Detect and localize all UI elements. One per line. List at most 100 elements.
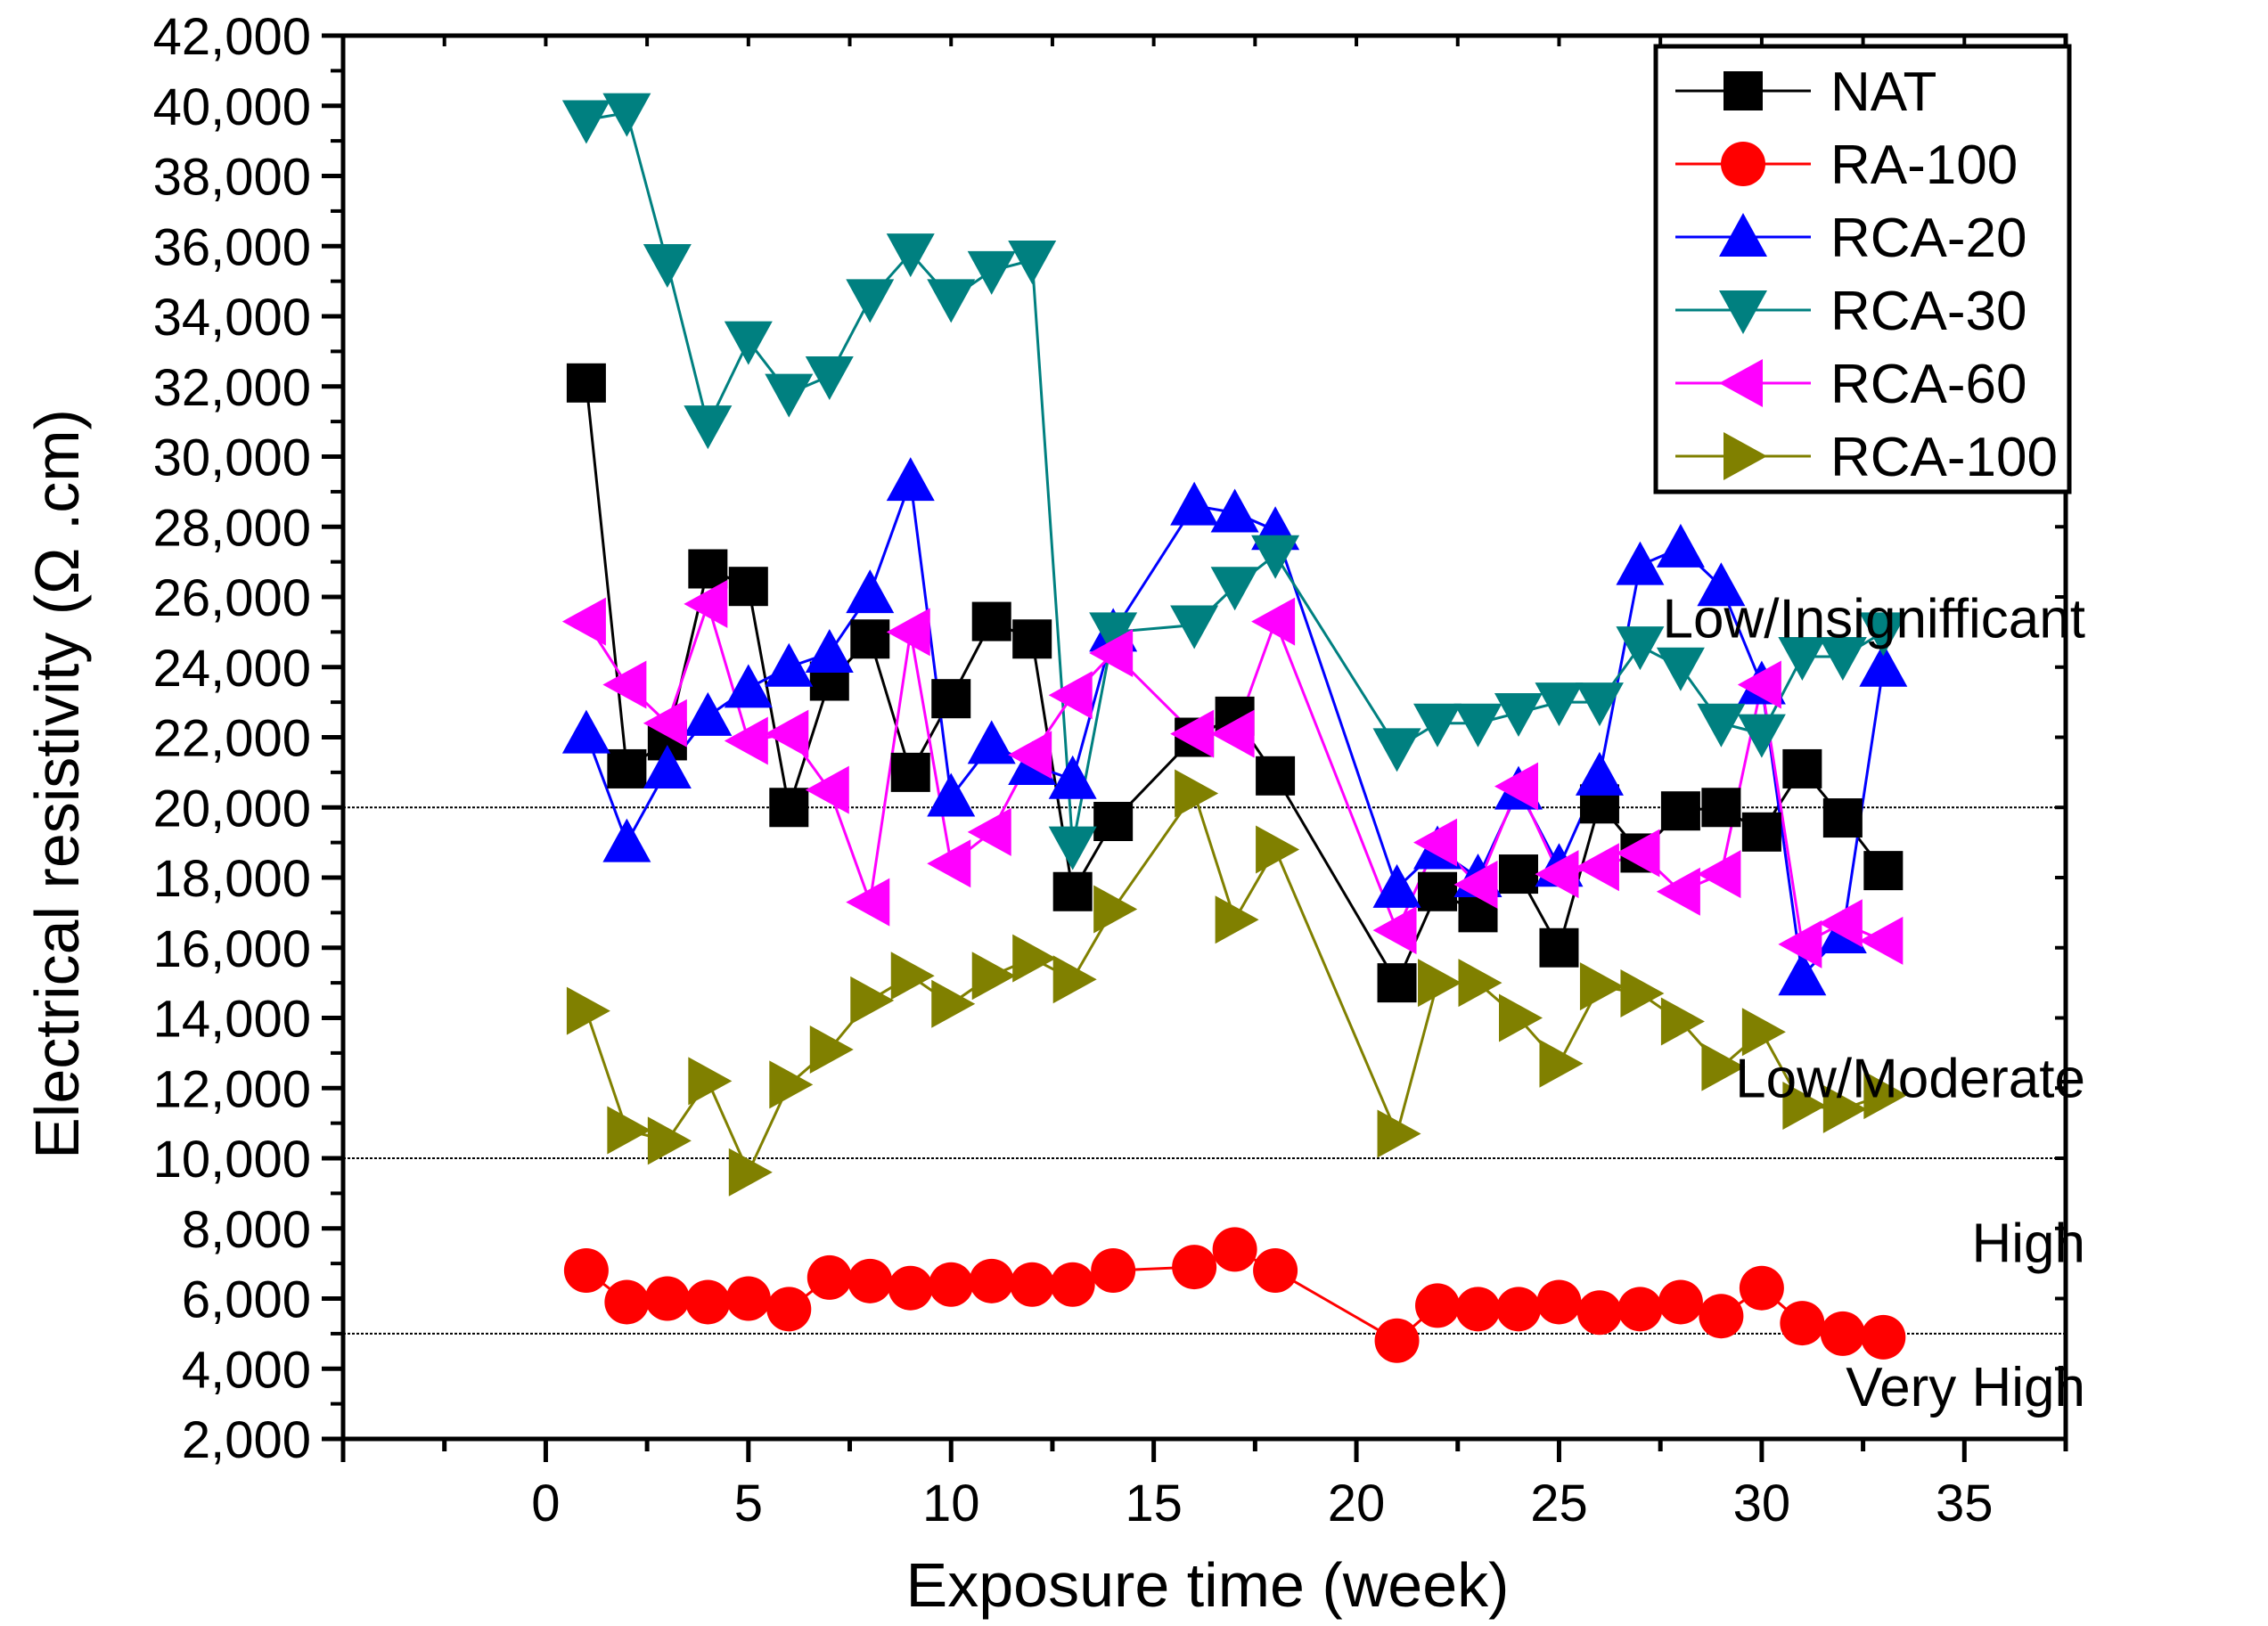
data-point	[566, 363, 606, 403]
y-tick-label: 30,000	[153, 429, 311, 487]
data-point	[1863, 1071, 1908, 1120]
data-point	[1575, 682, 1624, 727]
data-point	[886, 608, 930, 657]
data-point	[1010, 1262, 1055, 1307]
data-point	[1458, 959, 1502, 1008]
series-markers	[561, 93, 1908, 1363]
x-tick-label: 10	[922, 1475, 980, 1532]
data-point	[1012, 934, 1057, 983]
y-tick-label: 26,000	[153, 569, 311, 627]
data-point	[1778, 952, 1827, 996]
data-point	[1620, 968, 1665, 1017]
data-point	[1172, 1245, 1217, 1290]
data-point	[1251, 535, 1300, 579]
data-point	[1616, 829, 1660, 878]
y-tick-label: 4,000	[182, 1341, 311, 1399]
data-point	[1052, 871, 1093, 911]
data-point	[971, 952, 1016, 1001]
data-point	[688, 549, 728, 589]
data-point	[888, 1265, 933, 1311]
data-point	[967, 807, 1011, 856]
data-point	[1697, 850, 1741, 899]
data-point	[607, 1106, 651, 1155]
data-point	[847, 1258, 893, 1303]
legend-label: RCA-20	[1830, 208, 2027, 269]
data-point	[1536, 1279, 1582, 1325]
data-point	[647, 1116, 692, 1165]
data-point	[765, 709, 809, 758]
data-point	[886, 457, 935, 502]
data-point	[602, 818, 651, 862]
y-tick-label: 2,000	[182, 1411, 311, 1469]
data-point	[1048, 826, 1097, 870]
data-point	[1658, 1279, 1703, 1325]
data-point	[728, 567, 768, 607]
y-axis-ticks: 2,000 4,000 6,000 8,000 10,000 12,000 14,000 16…	[153, 8, 2066, 1469]
data-point	[1822, 1084, 1867, 1133]
x-tick-label: 0	[531, 1475, 560, 1532]
data-point	[1660, 791, 1700, 831]
data-point	[1535, 682, 1584, 727]
data-point	[1215, 895, 1259, 944]
legend-label: NAT	[1830, 61, 1936, 123]
data-point	[1859, 916, 1904, 965]
data-point	[1050, 1262, 1095, 1307]
data-point	[886, 233, 935, 278]
y-tick-label: 10,000	[153, 1131, 311, 1189]
legend-box	[1653, 44, 2072, 494]
y-tick-label: 42,000	[153, 8, 311, 66]
y-tick-label: 40,000	[153, 78, 311, 136]
data-point	[931, 979, 976, 1028]
data-point	[931, 679, 971, 719]
data-point	[766, 1287, 812, 1332]
data-point	[561, 100, 610, 144]
data-point	[1170, 481, 1219, 526]
data-point	[1724, 432, 1767, 480]
data-point	[850, 619, 890, 659]
data-point	[1863, 851, 1904, 891]
x-axis-ticks: 0 5 10 15 20 25 30 35	[340, 36, 2068, 1532]
data-point	[1719, 359, 1763, 407]
data-point	[1724, 71, 1763, 110]
data-point	[607, 748, 647, 788]
y-tick-label: 16,000	[153, 920, 311, 978]
x-tick-label: 30	[1733, 1475, 1791, 1532]
data-point	[969, 1258, 1014, 1303]
data-point	[1008, 241, 1057, 284]
data-point	[846, 878, 890, 927]
data-point	[1859, 642, 1908, 687]
data-point	[1256, 756, 1296, 796]
data-point	[1008, 731, 1052, 780]
y-tick-label: 12,000	[153, 1060, 311, 1118]
data-point	[1778, 919, 1822, 968]
data-point	[805, 765, 849, 814]
data-point	[1052, 955, 1097, 1004]
data-point	[1616, 626, 1665, 671]
legend-label: RCA-30	[1830, 281, 2027, 342]
data-point	[1656, 523, 1705, 568]
data-point	[805, 355, 854, 400]
data-point	[1495, 1287, 1541, 1332]
x-tick-label: 15	[1125, 1475, 1183, 1532]
data-point	[684, 691, 733, 736]
data-point	[927, 839, 971, 888]
data-point	[769, 1060, 814, 1109]
y-tick-label: 36,000	[153, 218, 311, 276]
data-point	[1253, 1248, 1298, 1293]
data-point	[1820, 1311, 1865, 1356]
data-point	[1377, 1109, 1421, 1158]
data-point	[1737, 660, 1781, 709]
data-point	[725, 1276, 771, 1321]
y-tick-label: 28,000	[153, 499, 311, 557]
data-point	[1778, 636, 1827, 681]
data-point	[1453, 703, 1502, 748]
data-point	[602, 93, 651, 137]
data-point	[1374, 1318, 1420, 1363]
data-point	[684, 579, 728, 628]
data-point	[1719, 213, 1767, 257]
data-point	[1539, 1039, 1584, 1088]
data-point	[1089, 612, 1138, 657]
legend-label: RCA-100	[1830, 427, 2058, 488]
data-point	[1721, 142, 1765, 186]
y-tick-label: 6,000	[182, 1271, 311, 1329]
